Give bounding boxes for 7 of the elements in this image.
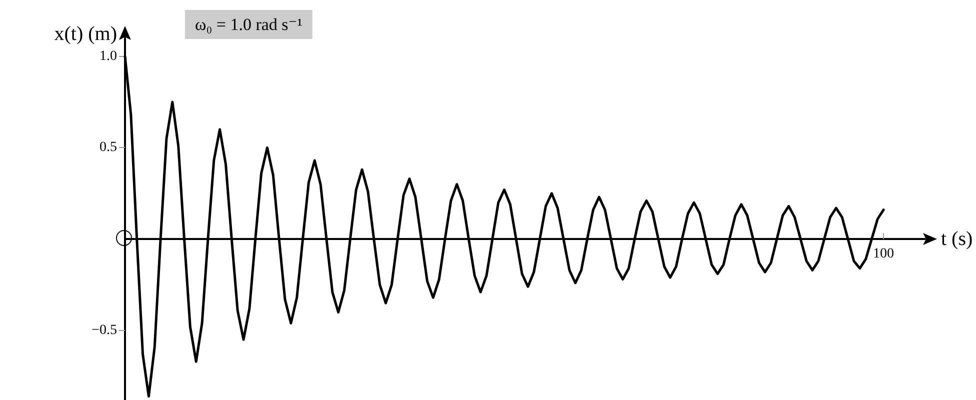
y-tick-label: 1.0 <box>100 48 117 64</box>
y-tick-label: −0.5 <box>92 323 117 338</box>
y-axis-title: x(t) (m) <box>54 23 117 45</box>
text: ω₀ = 1.0 rad s⁻¹ <box>195 15 302 34</box>
x-tick-label: 100 <box>873 246 894 262</box>
y-tick-label: 0.5 <box>100 140 117 156</box>
x-axis-title: t (s) <box>941 228 973 250</box>
